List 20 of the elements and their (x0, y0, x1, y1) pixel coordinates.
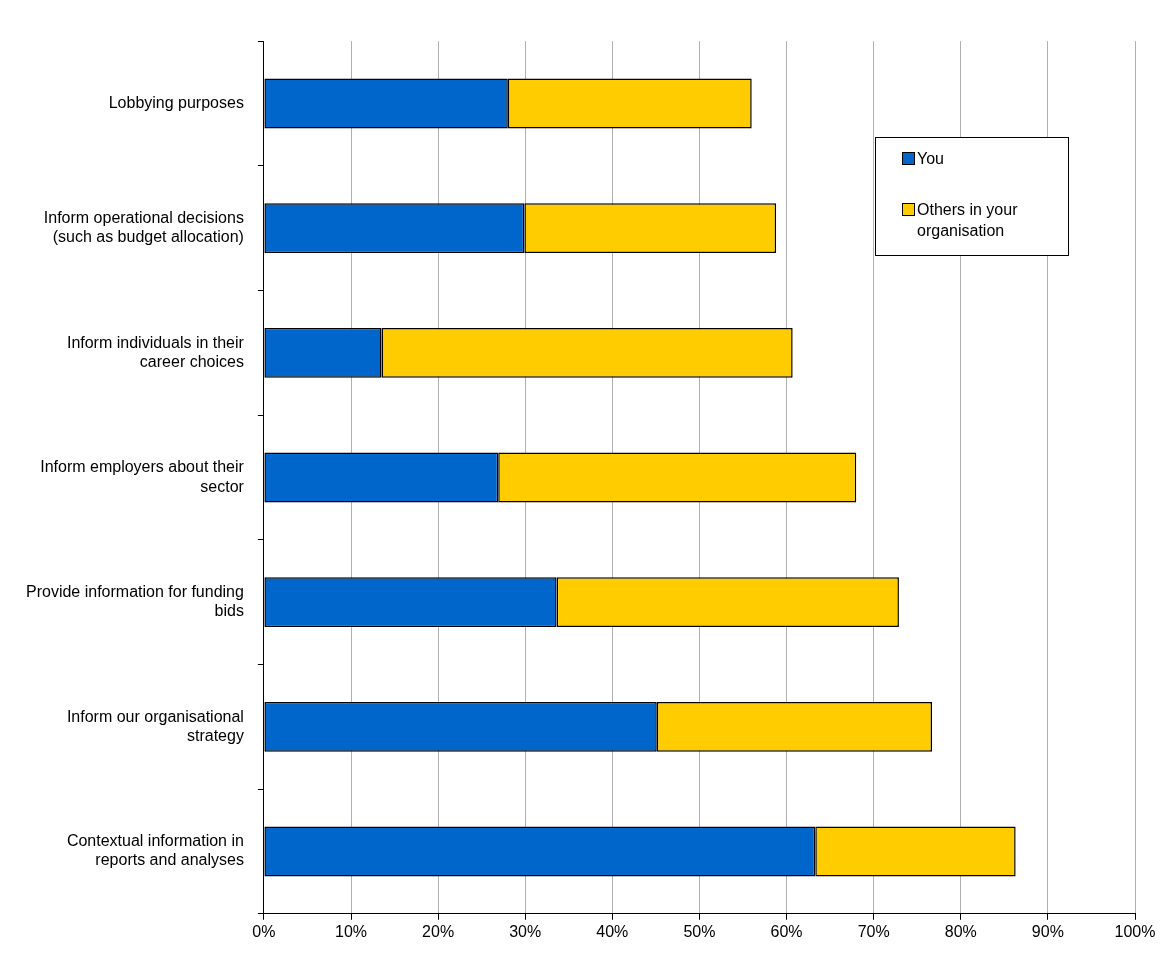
y-tick-label: Contextual information in reports and analyses (66, 832, 244, 869)
x-tick-label: 50% (683, 922, 716, 940)
x-tick-label: 90% (1031, 922, 1064, 940)
legend-label: You (917, 149, 944, 170)
x-tick-label: 0% (252, 922, 276, 940)
legend-label: Others in your organisation (917, 200, 1019, 242)
x-tick-label: 80% (944, 922, 977, 940)
y-tick-label: Inform employers about their sector (40, 458, 245, 495)
y-tick-label: Inform individuals in their career choices (66, 333, 245, 370)
x-tick-label: 100% (1114, 922, 1156, 940)
x-tick-label: 70% (857, 922, 890, 940)
y-tick-label: Inform our organisational strategy (66, 707, 244, 744)
y-tick-label: Inform operational decisions (such as budget allocation) (43, 208, 244, 246)
x-tick-label: 10% (334, 922, 368, 940)
x-tick-label: 30% (509, 922, 542, 940)
y-tick-label: Lobbying purposes (108, 93, 244, 111)
y-tick-label: Provide information for funding bids (25, 582, 244, 620)
x-tick-label: 20% (422, 922, 455, 940)
x-tick-label: 60% (770, 922, 803, 940)
x-tick-label: 40% (596, 922, 629, 940)
